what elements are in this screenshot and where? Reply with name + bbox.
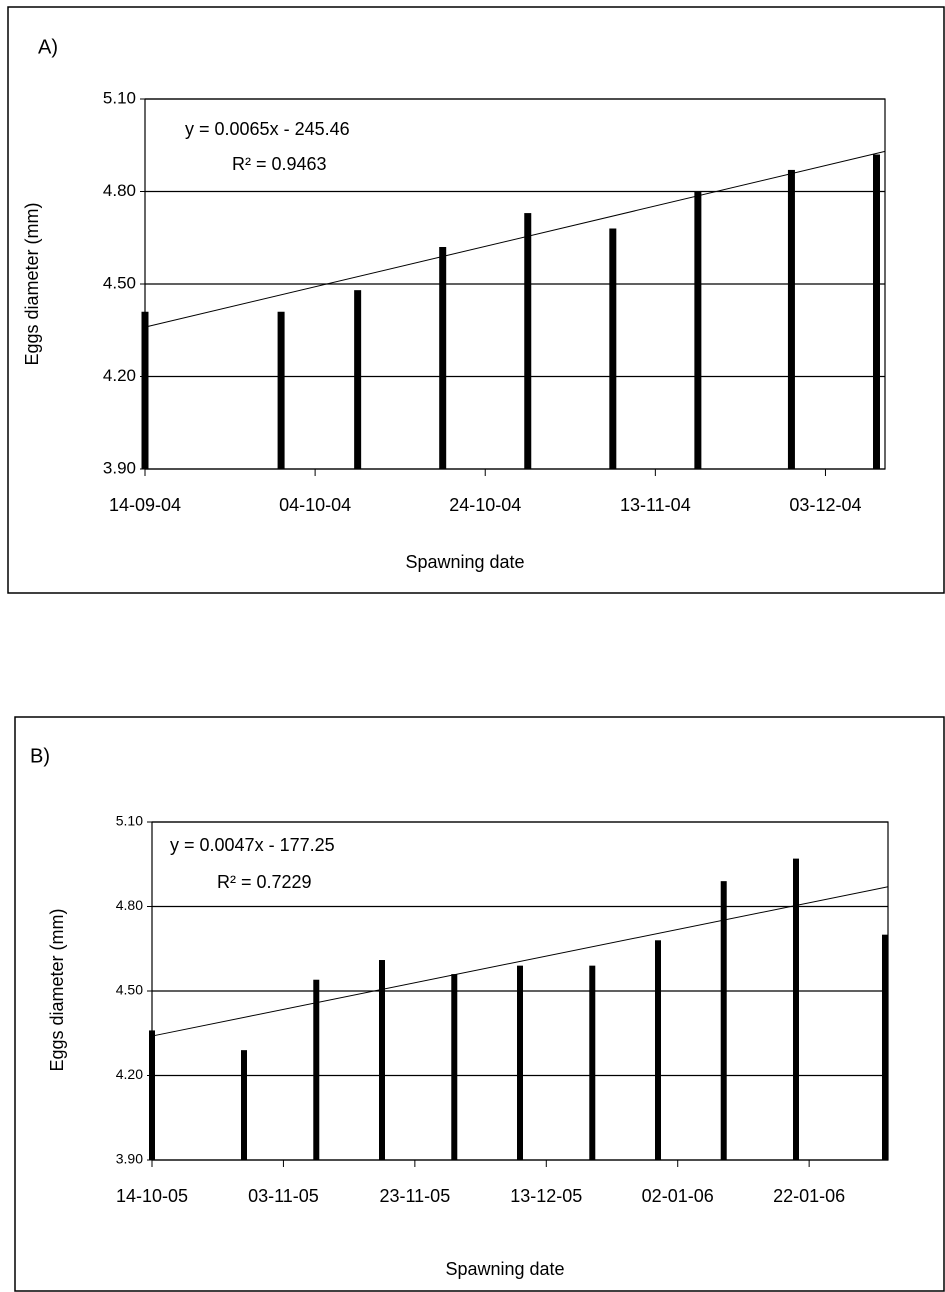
- bar: [655, 940, 661, 1160]
- bar: [451, 974, 458, 1160]
- x-tick-label: 03-12-04: [789, 495, 861, 515]
- bar: [277, 311, 285, 469]
- r-squared: R² = 0.9463: [232, 154, 327, 174]
- x-tick-label: 02-01-06: [642, 1186, 714, 1206]
- x-tick-label: 14-09-04: [109, 495, 181, 515]
- r-squared: R² = 0.7229: [217, 872, 312, 892]
- y-tick-label: 4.50: [103, 273, 136, 292]
- bar: [517, 965, 523, 1160]
- x-tick-label: 14-10-05: [116, 1186, 188, 1206]
- x-tick-label: 23-11-05: [379, 1186, 450, 1206]
- plot-frame: [144, 98, 886, 470]
- bar: [694, 191, 702, 469]
- y-tick-label: 4.80: [116, 897, 143, 913]
- y-axis-title: Eggs diameter (mm): [47, 908, 67, 1071]
- x-tick-label: 22-01-06: [773, 1186, 845, 1206]
- y-tick-label: 4.20: [103, 366, 136, 385]
- bar: [354, 290, 362, 469]
- x-tick-label: 04-10-04: [279, 495, 351, 515]
- bar: [589, 965, 596, 1160]
- bar: [787, 169, 795, 469]
- bar: [793, 858, 799, 1160]
- x-tick-label: 13-12-05: [510, 1186, 582, 1206]
- bar: [149, 1030, 155, 1160]
- bar: [524, 213, 532, 469]
- y-tick-label: 4.50: [116, 982, 143, 998]
- y-tick-label: 4.20: [116, 1066, 143, 1082]
- panel-label: B): [30, 745, 50, 767]
- bar: [379, 960, 385, 1160]
- bar: [241, 1050, 247, 1160]
- trendline: [151, 886, 889, 1037]
- bar: [720, 881, 727, 1160]
- y-tick-label: 3.90: [116, 1151, 143, 1167]
- y-tick-label: 5.10: [116, 813, 143, 829]
- trendline: [144, 150, 886, 328]
- y-tick-label: 5.10: [103, 88, 136, 107]
- bar: [882, 934, 888, 1160]
- bar: [439, 247, 447, 469]
- bar: [313, 979, 320, 1160]
- x-axis-title: Spawning date: [445, 1259, 564, 1279]
- x-tick-label: 13-11-04: [620, 495, 691, 515]
- y-axis-title: Eggs diameter (mm): [22, 202, 42, 365]
- bar: [141, 311, 149, 469]
- bar: [609, 228, 617, 469]
- x-axis-title: Spawning date: [405, 552, 524, 572]
- bar: [872, 154, 880, 469]
- x-tick-label: 03-11-05: [248, 1186, 319, 1206]
- y-tick-label: 3.90: [103, 458, 136, 477]
- panel-label: A): [38, 36, 58, 58]
- trend-equation: y = 0.0047x - 177.25: [170, 835, 335, 855]
- x-tick-label: 24-10-04: [449, 495, 521, 515]
- panel-frame: [7, 6, 945, 594]
- y-tick-label: 4.80: [103, 181, 136, 200]
- trend-equation: y = 0.0065x - 245.46: [185, 119, 350, 139]
- panel-frame: [14, 716, 945, 1292]
